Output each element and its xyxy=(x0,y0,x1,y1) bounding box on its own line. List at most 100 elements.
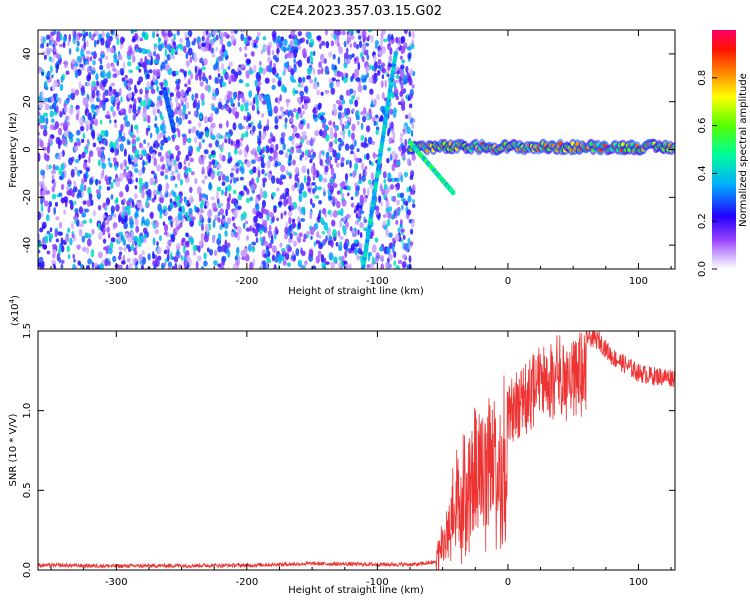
noise-speckle xyxy=(177,161,183,170)
noise-speckle xyxy=(179,221,183,228)
noise-speckle xyxy=(80,265,84,269)
noise-speckle xyxy=(384,189,388,197)
noise-speckle xyxy=(287,44,291,51)
noise-speckle xyxy=(255,237,259,244)
noise-speckle xyxy=(213,36,217,43)
noise-speckle xyxy=(319,217,325,224)
noise-speckle xyxy=(75,46,80,53)
noise-speckle xyxy=(170,220,174,228)
noise-speckle xyxy=(60,75,64,83)
noise-speckle xyxy=(262,208,267,214)
noise-speckle xyxy=(145,198,149,208)
noise-speckle xyxy=(316,231,320,238)
noise-speckle xyxy=(297,221,302,230)
noise-speckle xyxy=(59,122,64,127)
noise-speckle xyxy=(289,233,293,240)
noise-speckle xyxy=(406,242,410,250)
noise-speckle xyxy=(306,67,312,75)
noise-speckle xyxy=(228,61,233,67)
noise-speckle xyxy=(106,47,110,53)
noise-speckle xyxy=(38,239,41,244)
noise-speckle xyxy=(234,225,238,230)
noise-speckle xyxy=(141,47,146,55)
noise-speckle xyxy=(180,254,184,261)
noise-speckle xyxy=(96,39,100,45)
noise-speckle xyxy=(397,43,401,48)
noise-speckle xyxy=(302,264,306,269)
noise-speckle xyxy=(261,199,267,208)
noise-speckle xyxy=(239,176,244,181)
noise-speckle xyxy=(391,244,395,252)
noise-speckle xyxy=(348,186,351,191)
noise-speckle xyxy=(217,101,223,110)
noise-speckle xyxy=(370,34,374,43)
noise-speckle xyxy=(89,218,93,224)
noise-speckle xyxy=(152,189,158,197)
noise-speckle xyxy=(128,107,132,114)
noise-speckle xyxy=(393,210,397,217)
noise-speckle xyxy=(86,199,91,208)
noise-speckle xyxy=(175,101,180,107)
noise-speckle xyxy=(102,202,106,208)
noise-speckle xyxy=(287,245,292,252)
noise-speckle xyxy=(148,154,152,161)
noise-speckle xyxy=(388,108,394,115)
noise-speckle xyxy=(53,206,57,215)
noise-speckle xyxy=(282,260,287,266)
noise-speckle xyxy=(397,259,403,265)
noise-speckle xyxy=(300,206,306,215)
noise-speckle xyxy=(350,196,354,201)
noise-speckle xyxy=(211,202,216,209)
noise-speckle xyxy=(395,219,399,225)
noise-speckle xyxy=(61,137,67,146)
noise-speckle xyxy=(404,200,409,207)
noise-speckle xyxy=(221,154,226,162)
noise-speckle xyxy=(164,168,170,174)
noise-speckle xyxy=(330,32,334,38)
noise-speckle xyxy=(147,115,151,124)
noise-speckle xyxy=(243,115,247,121)
noise-speckle xyxy=(212,219,216,229)
noise-speckle xyxy=(90,249,95,258)
noise-speckle xyxy=(262,259,266,267)
noise-speckle xyxy=(267,50,271,56)
noise-speckle xyxy=(161,123,166,132)
noise-speckle xyxy=(161,30,165,37)
noise-speckle xyxy=(130,124,134,133)
noise-speckle xyxy=(164,211,168,216)
noise-speckle xyxy=(215,46,218,52)
noise-speckle xyxy=(318,234,322,239)
noise-speckle xyxy=(330,87,336,95)
noise-speckle xyxy=(170,47,175,56)
noise-speckle xyxy=(356,120,360,126)
noise-speckle xyxy=(261,112,265,118)
noise-speckle xyxy=(289,238,292,244)
noise-speckle xyxy=(115,203,120,212)
y-tick-label: -20 xyxy=(22,189,33,205)
noise-speckle xyxy=(140,235,144,244)
noise-speckle xyxy=(331,63,335,71)
noise-speckle xyxy=(231,216,235,221)
noise-speckle xyxy=(155,127,160,135)
noise-speckle xyxy=(411,84,415,89)
noise-speckle xyxy=(322,187,326,193)
noise-speckle xyxy=(253,39,259,45)
noise-speckle xyxy=(254,94,259,100)
noise-speckle xyxy=(159,197,164,204)
noise-speckle xyxy=(271,66,277,75)
noise-speckle xyxy=(123,148,127,157)
noise-speckle xyxy=(83,184,87,192)
noise-speckle xyxy=(238,79,244,84)
noise-speckle xyxy=(58,247,62,255)
noise-speckle xyxy=(175,145,180,151)
noise-speckle xyxy=(273,264,277,269)
noise-speckle xyxy=(255,196,259,205)
noise-speckle xyxy=(142,61,146,69)
noise-speckle xyxy=(298,232,303,238)
noise-speckle xyxy=(175,80,178,85)
noise-speckle xyxy=(357,35,362,40)
noise-speckle xyxy=(95,73,99,81)
noise-speckle xyxy=(220,75,224,84)
noise-speckle xyxy=(115,142,120,150)
